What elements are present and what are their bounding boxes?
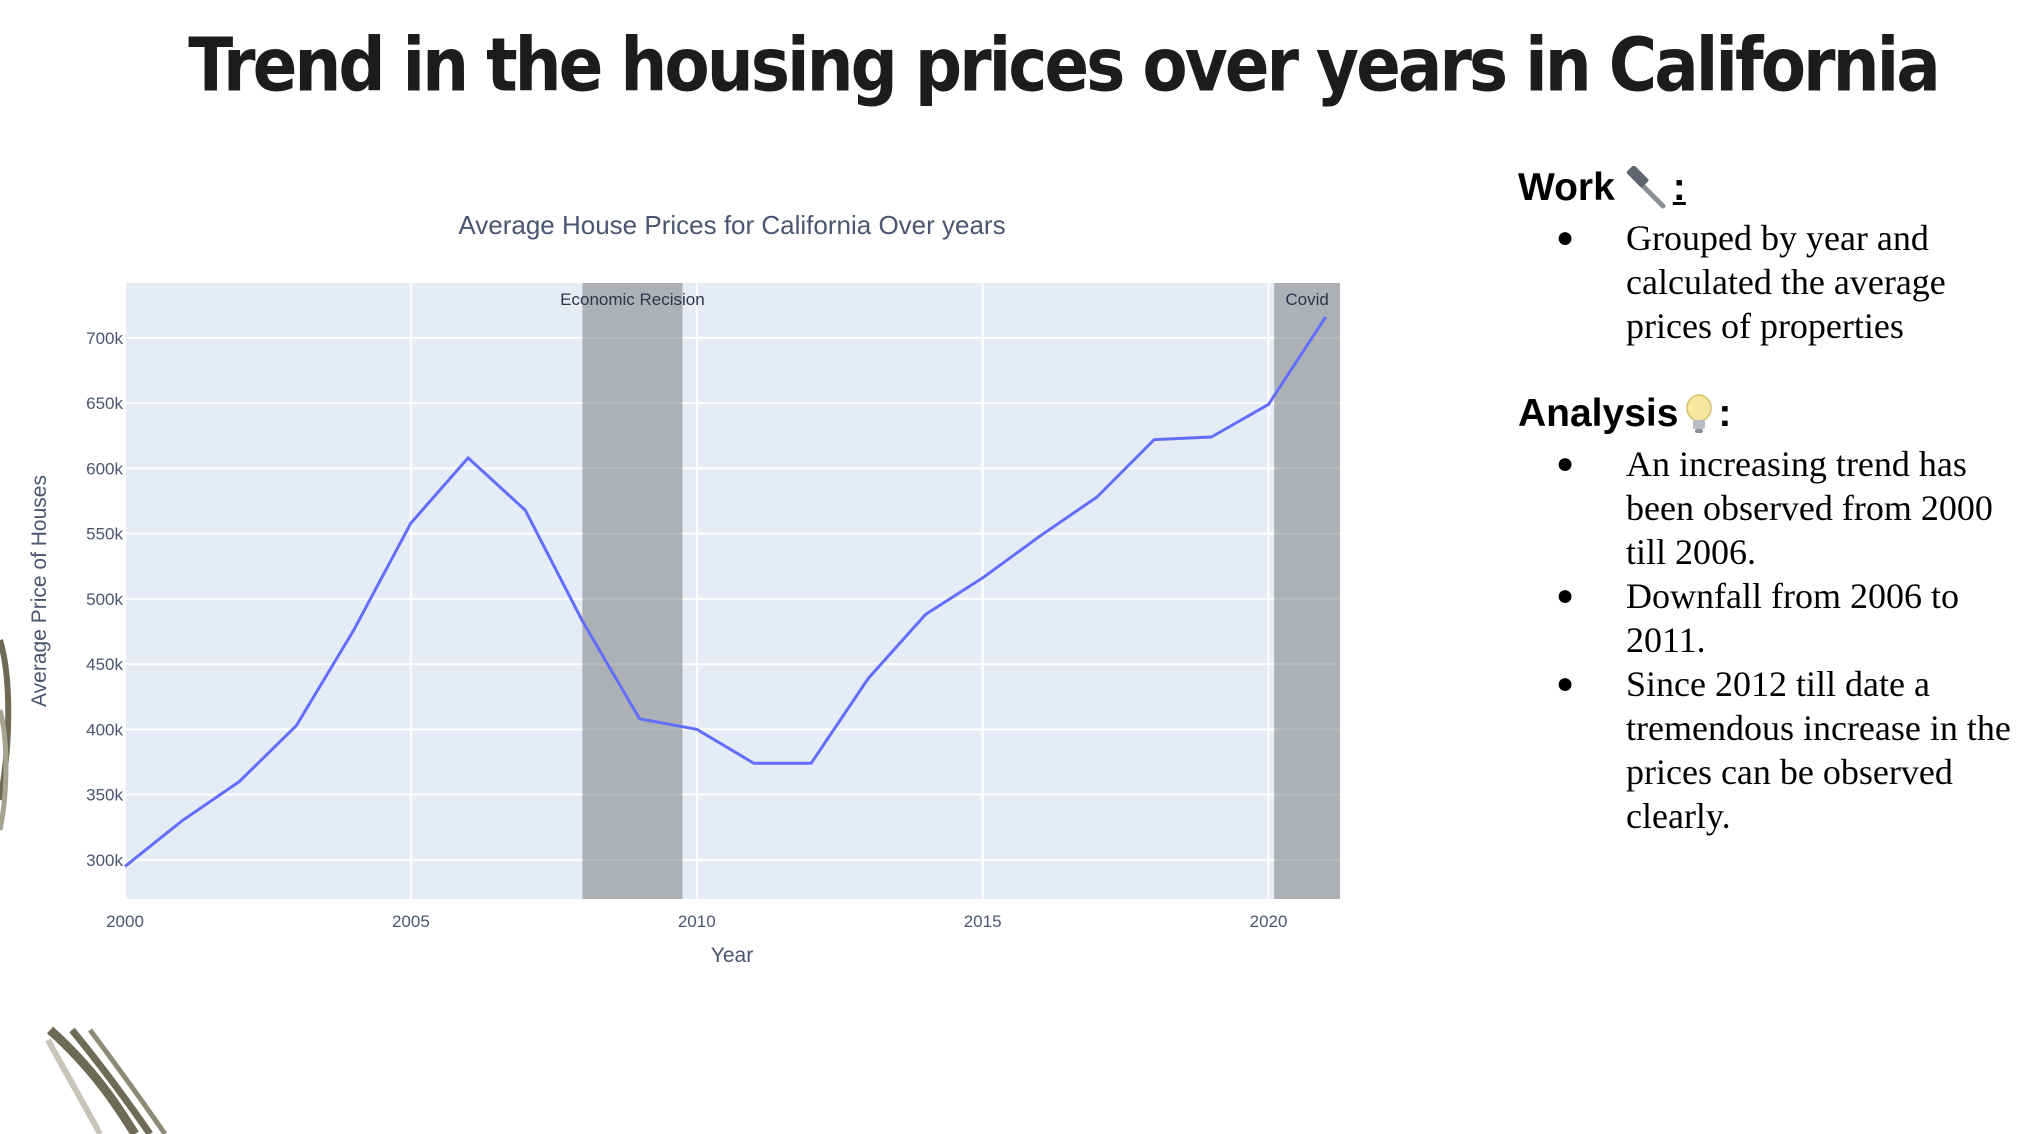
tick-labels: 300k 350k 400k 450k 500k 550k 600k 650k 700k 2000…	[86, 329, 1287, 931]
y-tick-label: 600k	[86, 459, 123, 478]
bullet-text: Grouped by year and calculated the avera…	[1626, 218, 1946, 346]
x-tick-label: 2015	[964, 912, 1002, 931]
grid-lines	[124, 283, 1340, 899]
y-tick-label: 400k	[86, 720, 123, 739]
series-layer	[124, 316, 1327, 868]
work-heading-colon: :	[1672, 166, 1686, 209]
bullet-text: Downfall from 2006 to 2011.	[1626, 576, 1959, 660]
analysis-heading-label: Analysis	[1518, 392, 1679, 435]
work-bullet-list: ● Grouped by year and calculated the aver…	[1518, 216, 2018, 348]
bullet-dot: ●	[1556, 447, 1575, 480]
analysis-heading: Analysis :	[1518, 386, 2018, 442]
decorative-swoosh	[0, 639, 168, 1134]
analysis-block: Analysis : ● An increasing trend has been…	[1518, 386, 2018, 838]
side-panel: Work : ● Grouped by year and calculated t…	[1518, 160, 2018, 838]
x-tick-label: 2000	[106, 912, 144, 931]
analysis-bullet-list: ● An increasing trend has been observed f…	[1518, 442, 2018, 838]
analysis-bullet: ● Downfall from 2006 to 2011.	[1518, 574, 2018, 662]
price-line-chart: Average House Prices for California Over…	[28, 210, 1340, 967]
work-bullet: ● Grouped by year and calculated the aver…	[1518, 216, 2018, 348]
y-axis-title: Average Price of Houses	[28, 475, 51, 707]
x-tick-label: 2010	[678, 912, 716, 931]
slide-title: Trend in the housing prices over years i…	[188, 22, 1941, 109]
analysis-heading-colon: :	[1718, 392, 1732, 435]
plot-area	[125, 283, 1340, 899]
y-tick-label: 650k	[86, 394, 123, 413]
bullet-dot: ●	[1556, 667, 1575, 700]
chart-title: Average House Prices for California Over…	[458, 210, 1005, 240]
bullet-text: An increasing trend has been observed fr…	[1626, 444, 1993, 572]
price-series-line	[124, 316, 1327, 868]
y-tick-label: 550k	[86, 525, 123, 544]
analysis-bullet: ● Since 2012 till date a tremendous incre…	[1518, 662, 2018, 838]
region-label: Covid	[1285, 290, 1328, 309]
bullet-dot: ●	[1556, 221, 1575, 254]
shaded-region	[582, 283, 683, 899]
x-tick-label: 2020	[1250, 912, 1288, 931]
shaded-regions: Economic Recision Covid	[560, 283, 1340, 899]
x-axis-title: Year	[711, 944, 753, 967]
hammer-icon	[1625, 165, 1669, 210]
y-tick-label: 300k	[86, 851, 123, 870]
y-tick-label: 450k	[86, 655, 123, 674]
y-tick-label: 350k	[86, 786, 123, 805]
bullet-text: Since 2012 till date a tremendous increa…	[1626, 664, 2011, 836]
bullet-dot: ●	[1556, 579, 1575, 612]
y-tick-label: 700k	[86, 329, 123, 348]
analysis-bullet: ● An increasing trend has been observed f…	[1518, 442, 2018, 574]
shaded-region	[1274, 283, 1340, 899]
work-heading-label: Work	[1518, 166, 1615, 209]
x-tick-label: 2005	[392, 912, 430, 931]
y-tick-label: 500k	[86, 590, 123, 609]
work-heading: Work :	[1518, 160, 2018, 216]
region-label: Economic Recision	[560, 290, 705, 309]
lightbulb-icon	[1684, 392, 1714, 436]
